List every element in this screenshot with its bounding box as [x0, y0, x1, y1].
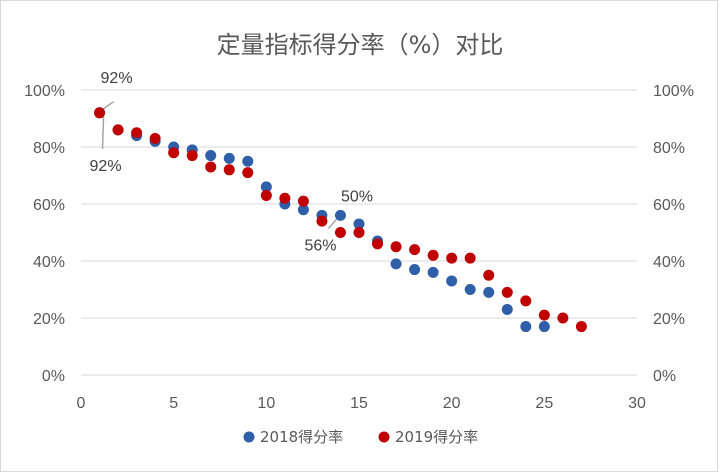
x-tick-label: 0: [77, 395, 86, 412]
data-annotations: 92% 92% 56% 50%: [90, 70, 373, 255]
point-2018: [464, 284, 476, 295]
point-2019: [334, 227, 346, 238]
point-2018: [520, 321, 532, 333]
point-2019: [557, 312, 569, 324]
y-left-tick-label: 0%: [42, 368, 65, 385]
x-tick-label: 5: [169, 395, 178, 412]
y-left-tick-label: 40%: [33, 254, 65, 271]
point-2019: [279, 192, 291, 204]
y-right-tick-label: 0%: [653, 368, 676, 385]
y-left-tick-label: 60%: [33, 197, 65, 214]
y-right-tick-label: 40%: [653, 254, 685, 271]
point-2018: [242, 155, 254, 167]
annotation-leader: [101, 116, 105, 149]
point-2018: [353, 218, 365, 230]
point-2018: [446, 275, 458, 287]
point-2019: [520, 295, 532, 307]
data-annotation: 50%: [341, 189, 373, 206]
y-right-tick-label: 20%: [653, 311, 685, 328]
point-2019: [131, 127, 143, 139]
x-tick-label: 15: [350, 395, 368, 412]
point-2018: [205, 150, 217, 162]
annotation-leader: [103, 101, 114, 110]
point-2019: [186, 150, 198, 162]
x-tick-label: 25: [535, 395, 553, 412]
y-left-tick-label: 20%: [33, 311, 65, 328]
point-2019: [260, 189, 272, 201]
data-annotation: 92%: [101, 70, 133, 87]
legend-marker: [378, 431, 390, 443]
legend: 2018得分率 2019得分率: [243, 428, 478, 446]
point-2019: [575, 321, 587, 333]
point-2019: [372, 238, 384, 250]
x-tick-label: 20: [443, 395, 461, 412]
point-2019: [168, 147, 180, 159]
point-2018: [334, 209, 346, 221]
point-2019: [427, 249, 439, 261]
chart-title: 定量指标得分率（%）对比: [217, 31, 504, 59]
point-2019: [205, 161, 217, 173]
point-2019: [149, 132, 161, 144]
point-2019: [464, 252, 476, 264]
x-tick-label: 30: [628, 395, 646, 412]
y-right-tick-label: 100%: [653, 83, 694, 100]
y-axis-right-ticks: 0% 20% 40% 60% 80% 100%: [653, 83, 694, 385]
data-annotation: 56%: [304, 237, 336, 254]
point-2018: [390, 258, 402, 270]
point-2018: [427, 266, 439, 278]
data-annotation: 92%: [90, 158, 122, 175]
point-2019: [297, 195, 309, 207]
x-axis-ticks: 0 5 10 15 20 25 30: [77, 395, 646, 412]
point-2018: [223, 152, 235, 164]
annotation-leader: [327, 218, 338, 229]
point-2019: [94, 107, 106, 119]
point-2019: [409, 244, 421, 256]
y-left-tick-label: 80%: [33, 140, 65, 157]
point-2019: [446, 252, 458, 264]
point-2018: [538, 321, 550, 333]
y-axis-left-ticks: 0% 20% 40% 60% 80% 100%: [24, 83, 65, 385]
legend-label: 2018得分率: [260, 428, 343, 446]
point-2018: [297, 204, 309, 216]
y-right-tick-label: 80%: [653, 140, 685, 157]
x-tick-label: 10: [257, 395, 275, 412]
point-2019: [353, 227, 365, 238]
point-2019: [112, 124, 124, 136]
point-2019: [538, 309, 550, 321]
point-2019: [242, 167, 254, 179]
point-2019: [223, 164, 235, 176]
point-2019: [483, 269, 495, 281]
legend-marker: [243, 431, 255, 443]
y-left-tick-label: 100%: [24, 83, 65, 100]
point-2018: [409, 264, 421, 276]
legend-label: 2019得分率: [395, 428, 478, 446]
data-points: [94, 107, 587, 333]
point-2018: [501, 303, 513, 315]
point-2019: [501, 286, 513, 298]
point-2019: [316, 215, 328, 227]
point-2019: [390, 241, 402, 253]
point-2018: [483, 286, 495, 298]
y-right-tick-label: 60%: [653, 197, 685, 214]
point-2018: [260, 181, 272, 193]
